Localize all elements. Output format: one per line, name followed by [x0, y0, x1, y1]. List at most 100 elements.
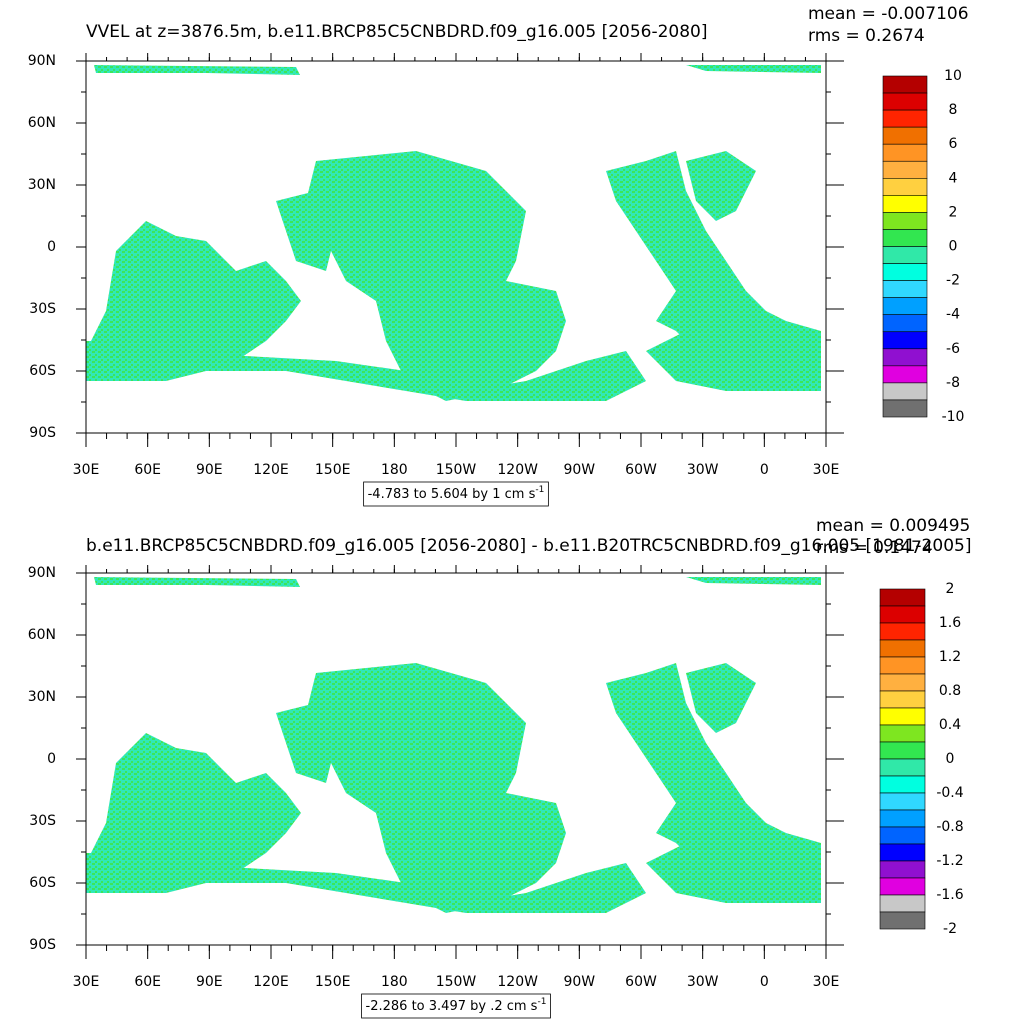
lon-label: 60W [625, 974, 657, 990]
colorbar-box [879, 622, 926, 641]
lon-label: 120E [253, 462, 289, 478]
colorbar-box [879, 877, 926, 896]
colorbar-box [879, 792, 926, 811]
colorbar-box [882, 314, 928, 333]
lon-label: 30E [73, 462, 100, 478]
lon-label: 90E [196, 462, 223, 478]
panel: b.e11.BRCP85C5CNBDRD.f09_g16.005 [2056-2… [28, 516, 971, 1019]
colorbar-box [882, 229, 928, 247]
colorbar-label: -4 [946, 307, 960, 323]
ocean-field [86, 577, 821, 913]
panels: VVEL at z=3876.5m, b.e11.BRCP85C5CNBDRD.… [28, 4, 971, 1019]
colorbar-label: 0 [949, 239, 958, 255]
info-main: -2.286 to 3.497 by .2 cm s [366, 999, 538, 1014]
lat-label: 0 [47, 239, 56, 255]
colorbar-box [879, 605, 926, 624]
lat-label: 60N [28, 627, 56, 643]
colorbar-box [882, 365, 928, 384]
info-sup: -1 [535, 485, 544, 495]
lon-label: 30E [813, 462, 840, 478]
lon-label: 60E [134, 974, 161, 990]
info-box [361, 993, 551, 1019]
colorbar-label: 8 [949, 102, 958, 118]
lon-label: 150W [436, 462, 477, 478]
colorbar-label: 0 [946, 751, 955, 767]
title: b.e11.BRCP85C5CNBDRD.f09_g16.005 [2056-2… [86, 536, 971, 556]
colorbar-box [879, 775, 926, 794]
colorbar-label: 0.8 [939, 683, 961, 699]
colorbar-box [879, 690, 926, 709]
colorbar-box [879, 911, 926, 930]
lat-label: 90N [28, 565, 56, 581]
colorbar-box [882, 331, 928, 350]
lon-label: 180 [381, 974, 408, 990]
colorbar-box [879, 826, 926, 845]
lon-label: 150W [436, 974, 477, 990]
mean: mean = -0.007106 [808, 4, 969, 24]
lat-label: 90S [29, 937, 56, 953]
info-main: -4.783 to 5.604 by 1 cm s [368, 487, 536, 502]
colorbar-label: -1.6 [936, 887, 963, 903]
colorbar-box [879, 588, 926, 607]
lon-label: 120W [497, 974, 538, 990]
colorbar-box [882, 92, 928, 111]
info-sup: -1 [537, 997, 546, 1007]
colorbar-label: -2 [946, 273, 960, 289]
colorbar-box [882, 212, 928, 230]
colorbar-box [882, 382, 928, 401]
lat-label: 90S [29, 425, 56, 441]
colorbar-box [882, 178, 928, 196]
mean: mean = 0.009495 [816, 516, 970, 536]
colorbar-box [879, 843, 926, 862]
colorbar-box [879, 639, 926, 658]
lon-label: 0 [760, 974, 769, 990]
lat-label: 30N [28, 177, 56, 193]
lon-label: 0 [760, 462, 769, 478]
colorbar-box [882, 263, 928, 281]
lon-label: 30E [73, 974, 100, 990]
colorbar-box [882, 399, 928, 418]
lat-label: 30N [28, 689, 56, 705]
info-text: -4.783 to 5.604 by 1 cm s-1 [368, 485, 545, 502]
colorbar-box [882, 75, 928, 94]
lat-label: 30S [29, 813, 56, 829]
colorbar-box [882, 160, 928, 179]
colorbar-label: 1.6 [939, 615, 961, 631]
ocean-field [86, 65, 821, 401]
lon-label: 150E [315, 974, 351, 990]
colorbar-box [882, 280, 928, 298]
lon-label: 60E [134, 462, 161, 478]
lon-label: 180 [381, 462, 408, 478]
colorbar-box [879, 860, 926, 879]
colorbar-box [882, 109, 928, 128]
lon-label: 90W [563, 974, 595, 990]
panel: VVEL at z=3876.5m, b.e11.BRCP85C5CNBDRD.… [28, 4, 969, 507]
colorbar-label: 2 [949, 204, 958, 220]
colorbar-box [879, 673, 926, 692]
lon-label: 150E [315, 462, 351, 478]
colorbar-box [882, 246, 928, 264]
lon-label: 30W [687, 974, 719, 990]
colorbar-label: -0.4 [936, 785, 963, 801]
colorbar-label: 4 [949, 170, 958, 186]
colorbar-box [882, 297, 928, 315]
lat-label: 30S [29, 301, 56, 317]
lat-label: 0 [47, 751, 56, 767]
colorbar-label: -8 [946, 375, 960, 391]
colorbar-box [879, 809, 926, 828]
colorbar-box [879, 758, 926, 777]
colorbar-box [879, 656, 926, 675]
colorbar-box [879, 741, 926, 760]
info-text: -2.286 to 3.497 by .2 cm s-1 [366, 997, 547, 1014]
colorbar-label: -2 [943, 921, 957, 937]
info-box [363, 481, 549, 507]
lon-label: 120W [497, 462, 538, 478]
rms: rms = 0.1474 [816, 538, 933, 558]
colorbar-box [882, 195, 928, 213]
colorbar-label: 1.2 [939, 649, 961, 665]
colorbar-label: -10 [942, 409, 965, 425]
lon-label: 120E [253, 974, 289, 990]
colorbar-label: -0.8 [936, 819, 963, 835]
lon-label: 30W [687, 462, 719, 478]
